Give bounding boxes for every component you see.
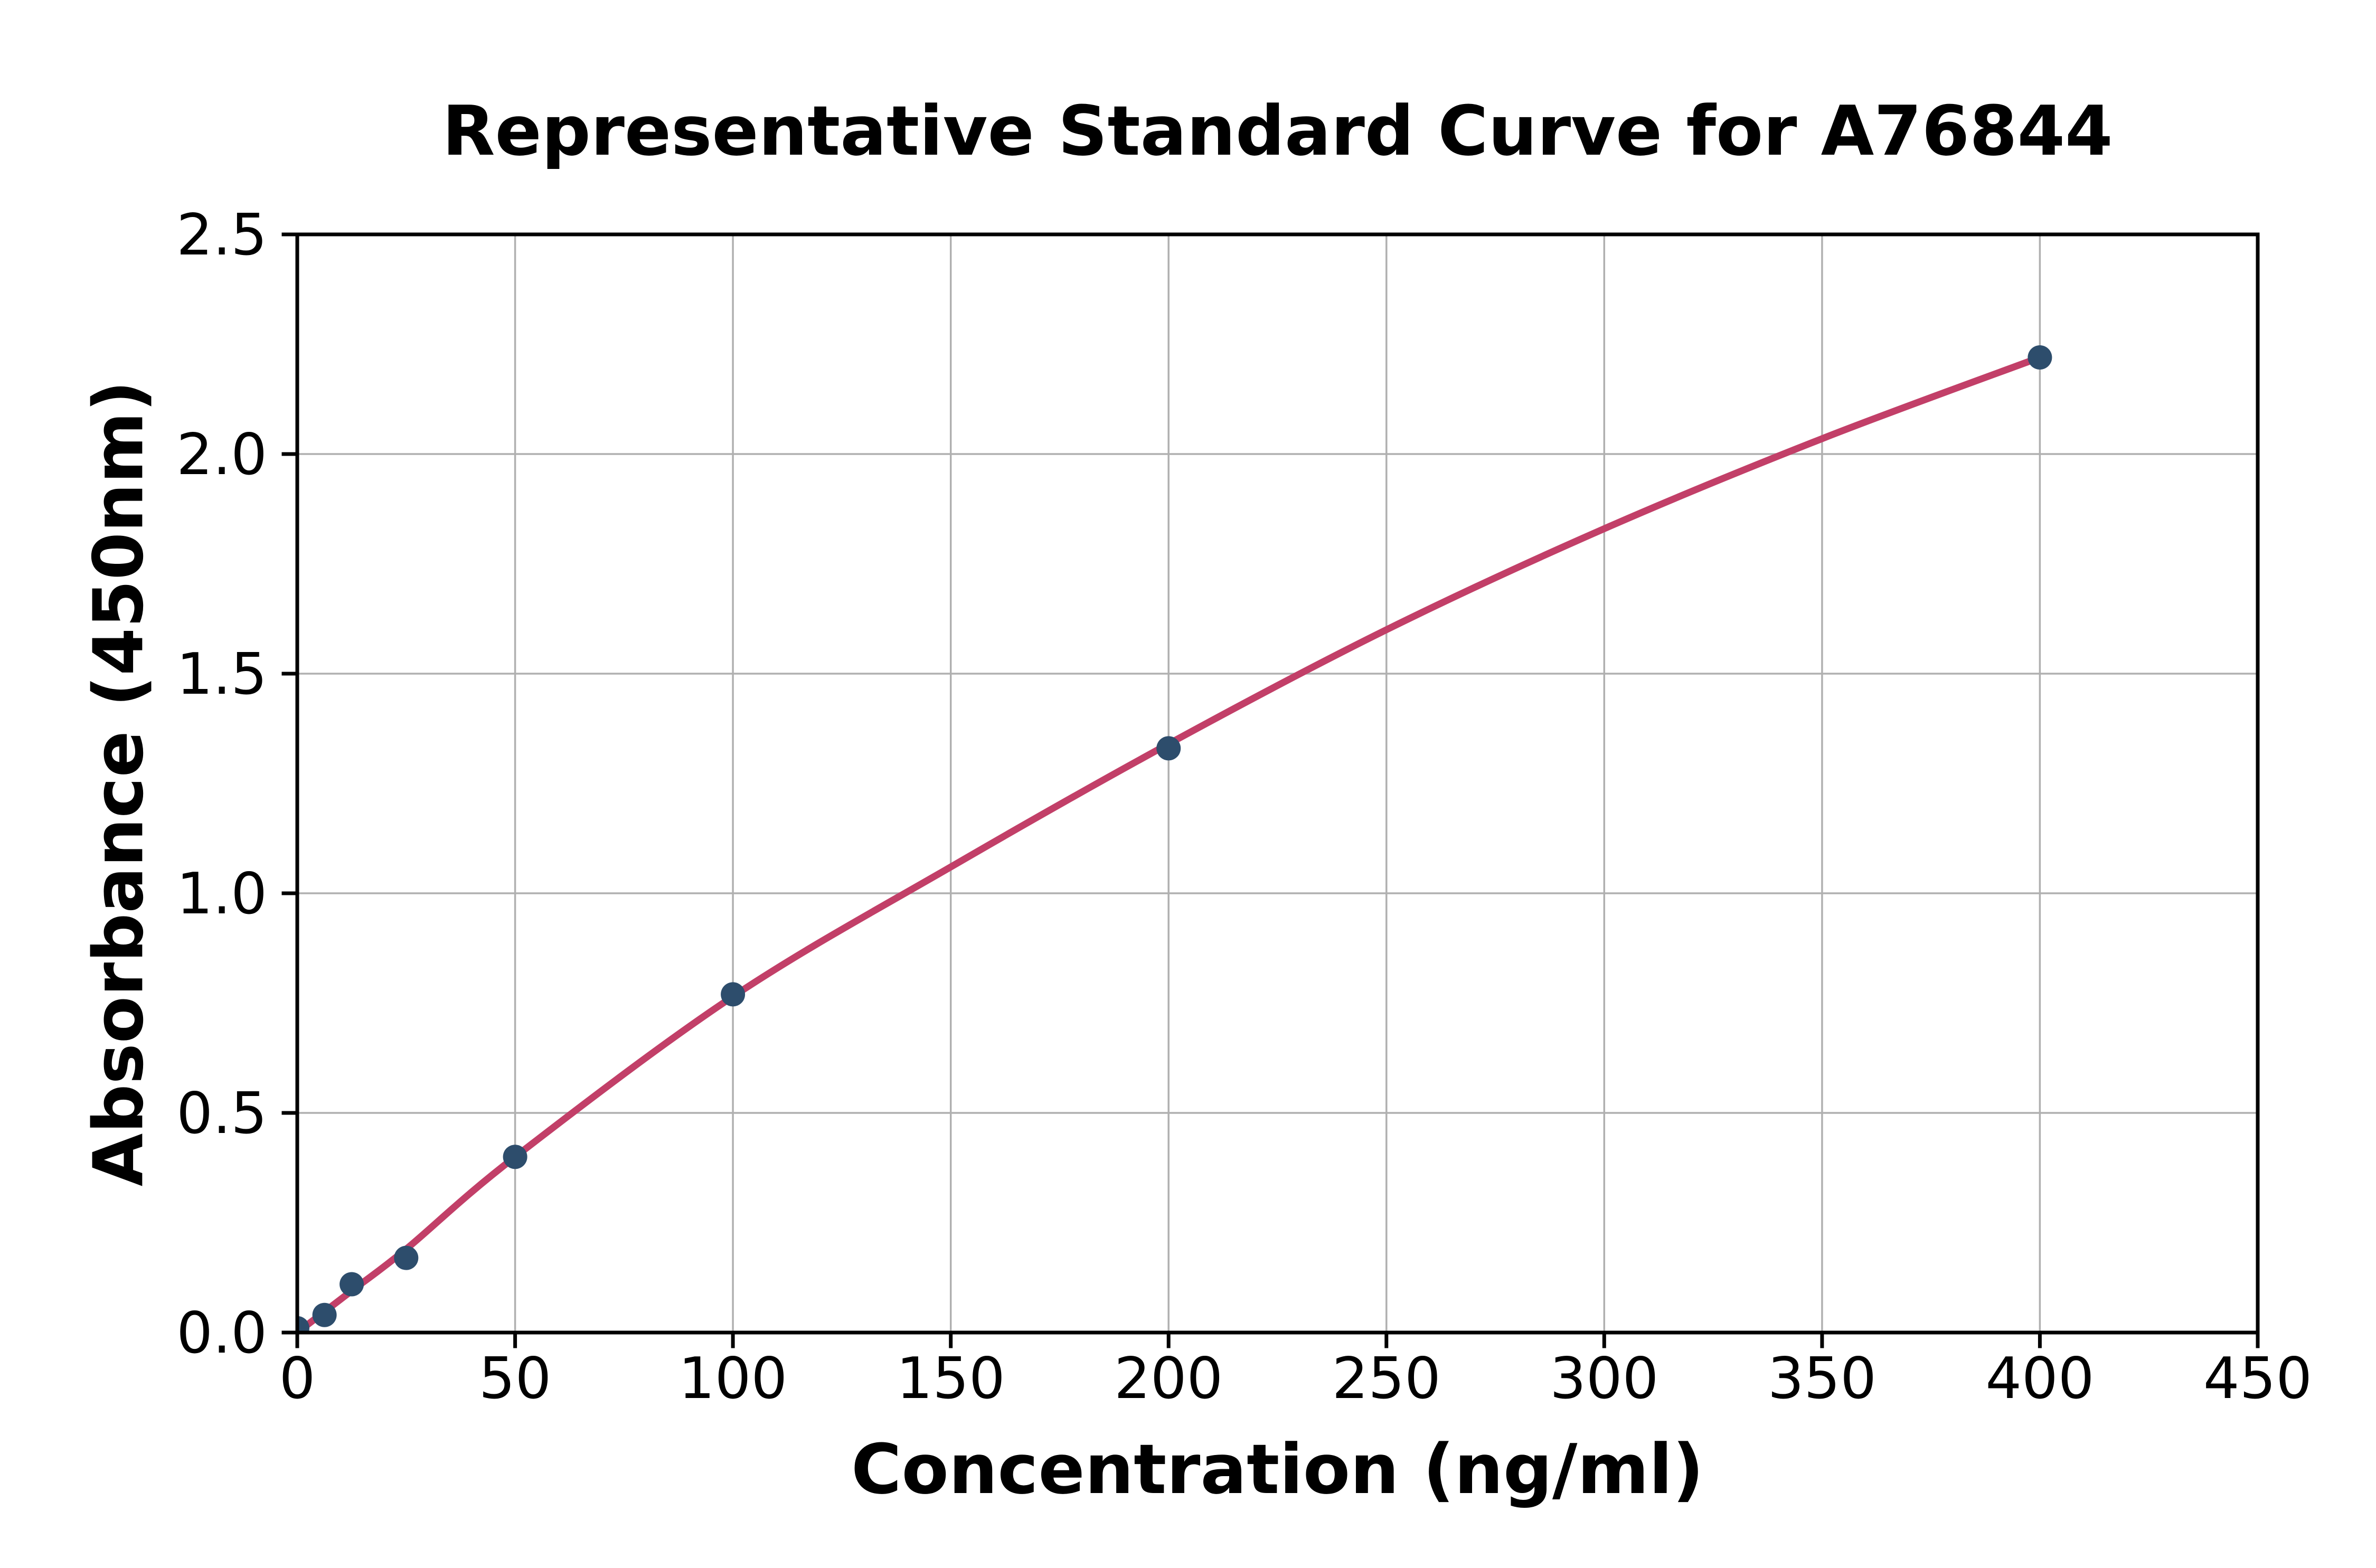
y-tick-label: 0.0 <box>176 1300 267 1366</box>
x-tick-label: 50 <box>479 1346 551 1412</box>
data-point <box>1156 736 1181 761</box>
x-tick-label: 450 <box>2203 1346 2312 1412</box>
x-tick-label: 400 <box>1985 1346 2094 1412</box>
y-tick-label: 1.0 <box>176 861 267 927</box>
standard-curve-line <box>297 354 2041 1333</box>
data-point <box>312 1302 337 1327</box>
x-tick-label: 200 <box>1114 1346 1223 1412</box>
x-tick-label: 100 <box>678 1346 787 1412</box>
plot-border <box>295 232 2260 1335</box>
x-axis-label: Concentration (ng/ml) <box>851 1429 1704 1509</box>
data-point <box>503 1145 527 1169</box>
data-point <box>2028 345 2052 370</box>
x-tick-label: 350 <box>1768 1346 1877 1412</box>
y-tick-label: 1.5 <box>176 641 267 707</box>
y-tick-label: 2.0 <box>176 422 267 488</box>
x-tick-label: 150 <box>897 1346 1005 1412</box>
x-tick-label: 250 <box>1332 1346 1441 1412</box>
chart-title: Representative Standard Curve for A76844 <box>442 91 2113 171</box>
y-axis-label: Absorbance (450nm) <box>78 380 159 1187</box>
data-point <box>340 1272 364 1297</box>
data-point <box>394 1245 419 1270</box>
x-tick-label: 300 <box>1550 1346 1658 1412</box>
y-tick-label: 2.5 <box>176 202 267 268</box>
y-tick-label: 0.5 <box>176 1081 267 1147</box>
x-tick-label: 0 <box>279 1346 316 1412</box>
data-point <box>297 1316 309 1333</box>
data-point <box>721 982 746 1007</box>
